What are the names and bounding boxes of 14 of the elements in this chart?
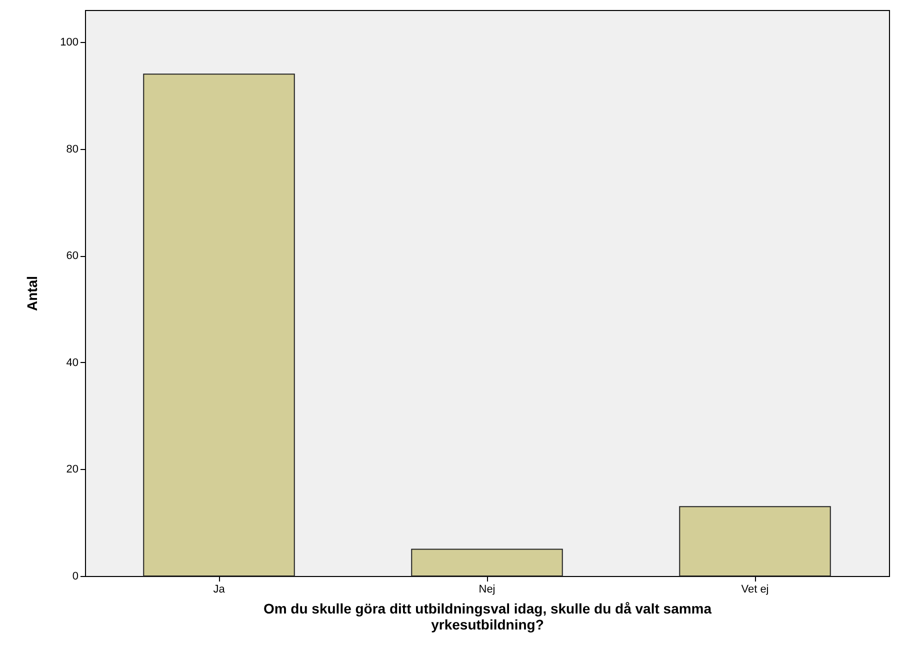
y-tick-label: 80 <box>66 143 78 156</box>
bar <box>411 548 563 576</box>
bar <box>679 506 831 576</box>
x-tick-label: Nej <box>478 584 496 596</box>
y-tick-label: 0 <box>72 570 78 582</box>
y-tick-label: 20 <box>66 464 78 476</box>
x-tick-label: Ja <box>213 584 226 596</box>
y-axis-title: Antal <box>24 276 40 311</box>
x-tick-label: Vet ej <box>741 584 769 596</box>
y-tick-label: 60 <box>66 250 78 262</box>
y-tick-label: 40 <box>66 356 78 369</box>
y-tick-label: 100 <box>60 36 78 49</box>
bar <box>143 74 295 576</box>
x-axis-title: Om du skulle göra ditt utbildningsval idag, skulle du då valt samma yrkesutbildning? <box>263 600 712 632</box>
